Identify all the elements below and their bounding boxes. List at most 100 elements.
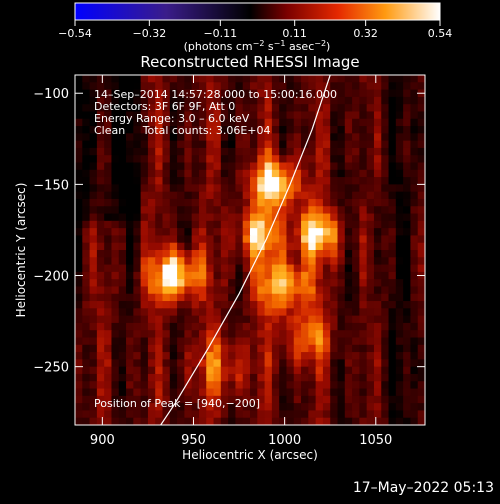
heatmap-cell — [264, 198, 273, 207]
heatmap-cell — [213, 104, 222, 113]
heatmap-cell — [111, 279, 120, 288]
heatmap-cell — [133, 220, 142, 229]
heatmap-cell — [315, 184, 324, 193]
heatmap-cell — [330, 250, 339, 258]
heatmap-cell — [388, 403, 397, 412]
heatmap-cell — [308, 381, 317, 390]
heatmap-cell — [395, 206, 404, 215]
heatmap-cell — [264, 147, 273, 156]
heatmap-cell — [162, 104, 171, 113]
heatmap-cell — [315, 417, 324, 425]
heatmap-cell — [271, 352, 280, 360]
heatmap-cell — [89, 417, 98, 425]
heatmap-cell — [140, 352, 149, 360]
heatmap-cell — [89, 206, 98, 215]
heatmap-cell — [96, 279, 105, 288]
heatmap-cell — [337, 250, 346, 258]
heatmap-cell — [257, 264, 266, 273]
heatmap-cell — [206, 213, 215, 222]
heatmap-cell — [403, 155, 412, 164]
heatmap-cell — [191, 257, 200, 266]
heatmap-cell — [315, 381, 324, 390]
heatmap-cell — [75, 264, 83, 273]
heatmap-cell — [235, 264, 244, 273]
heatmap-cell — [133, 257, 142, 266]
heatmap-cell — [271, 344, 280, 353]
heatmap-cell — [395, 126, 404, 134]
heatmap-image — [75, 75, 425, 425]
heatmap-cell — [279, 89, 288, 98]
heatmap-cell — [169, 184, 178, 193]
heatmap-cell — [250, 235, 258, 244]
heatmap-cell — [279, 381, 288, 390]
heatmap-cell — [337, 322, 346, 331]
heatmap-cell — [111, 366, 120, 375]
heatmap-cell — [213, 381, 222, 390]
heatmap-cell — [213, 177, 222, 185]
heatmap-cell — [403, 177, 412, 185]
heatmap-cell — [344, 315, 353, 324]
heatmap-cell — [213, 257, 222, 266]
heatmap-cell — [133, 104, 142, 113]
heatmap-cell — [220, 147, 229, 156]
heatmap-cell — [337, 403, 346, 412]
heatmap-cell — [373, 191, 382, 200]
heatmap-cell — [359, 410, 368, 419]
heatmap-cell — [169, 198, 178, 207]
heatmap-cell — [250, 133, 258, 142]
heatmap-cell — [89, 118, 98, 127]
heatmap-cell — [264, 381, 273, 390]
heatmap-cell — [315, 403, 324, 412]
heatmap-cell — [198, 126, 207, 134]
heatmap-cell — [293, 301, 302, 309]
heatmap-cell — [104, 308, 113, 317]
heatmap-cell — [395, 147, 404, 156]
heatmap-cell — [89, 162, 98, 171]
heatmap-cell — [198, 301, 207, 309]
heatmap-cell — [133, 191, 142, 200]
heatmap-cell — [352, 330, 360, 339]
heatmap-cell — [147, 352, 156, 360]
heatmap-cell — [417, 352, 425, 360]
heatmap-cell — [388, 242, 397, 251]
heatmap-cell — [344, 155, 353, 164]
heatmap-cell — [286, 264, 295, 273]
heatmap-cell — [96, 337, 105, 346]
heatmap-cell — [96, 315, 105, 324]
heatmap-cell — [126, 373, 134, 382]
heatmap-cell — [395, 220, 404, 229]
heatmap-cell — [315, 147, 324, 156]
heatmap-cell — [293, 111, 302, 120]
heatmap-cell — [315, 118, 324, 127]
heatmap-cell — [235, 337, 244, 346]
heatmap-cell — [344, 198, 353, 207]
heatmap-cell — [191, 147, 200, 156]
heatmap-cell — [155, 198, 164, 207]
heatmap-cell — [169, 220, 178, 229]
heatmap-cell — [235, 220, 244, 229]
heatmap-cell — [228, 220, 237, 229]
heatmap-cell — [162, 257, 171, 266]
heatmap-cell — [352, 191, 360, 200]
heatmap-cell — [293, 337, 302, 346]
heatmap-cell — [322, 315, 331, 324]
heatmap-cell — [264, 395, 273, 404]
heatmap-cell — [191, 271, 200, 280]
heatmap-cell — [118, 381, 127, 390]
heatmap-cell — [271, 206, 280, 215]
heatmap-cell — [155, 235, 164, 244]
heatmap-cell — [162, 111, 171, 120]
heatmap-cell — [235, 118, 244, 127]
heatmap-cell — [228, 279, 237, 288]
heatmap-cell — [388, 133, 397, 142]
heatmap-cell — [410, 330, 419, 339]
heatmap-cell — [359, 308, 368, 317]
heatmap-cell — [359, 118, 368, 127]
heatmap-cell — [410, 301, 419, 309]
heatmap-cell — [242, 96, 251, 105]
heatmap-cell — [104, 191, 113, 200]
heatmap-cell — [264, 118, 273, 127]
heatmap-cell — [250, 191, 258, 200]
heatmap-cell — [118, 220, 127, 229]
heatmap-cell — [162, 264, 171, 273]
